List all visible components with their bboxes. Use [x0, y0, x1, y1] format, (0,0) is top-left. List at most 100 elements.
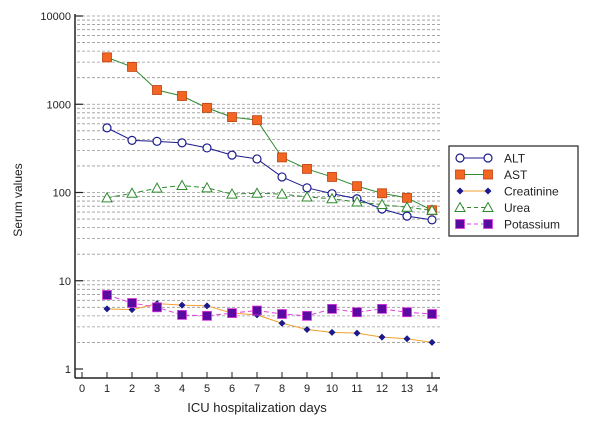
data-point: [402, 307, 412, 318]
data-point: [152, 85, 162, 95]
data-point: [277, 309, 287, 319]
data-point: [128, 306, 136, 314]
data-point: [252, 154, 262, 164]
data-point: [252, 305, 262, 316]
data-point: [301, 190, 313, 202]
data-point: [303, 326, 311, 334]
series-potassium: [102, 290, 437, 321]
x-tick-label: 2: [129, 383, 135, 395]
legend-label-alt: ALT: [504, 152, 526, 166]
x-tick-label: 1: [104, 383, 110, 395]
y-tick-label: 100: [53, 188, 71, 200]
data-point: [428, 338, 436, 346]
data-point: [403, 335, 411, 343]
data-point: [426, 204, 438, 215]
data-point: [302, 164, 312, 174]
data-point: [401, 201, 413, 212]
legend-marker: [456, 187, 464, 195]
data-point: [302, 310, 312, 321]
data-point: [127, 298, 137, 308]
data-point: [178, 301, 186, 309]
data-point: [327, 303, 337, 314]
data-point: [102, 290, 112, 300]
legend: ALT AST Creatinine Urea Potassium: [448, 145, 579, 237]
data-point: [152, 136, 162, 146]
x-tick-label: 8: [279, 383, 285, 395]
data-point: [103, 305, 111, 313]
data-point: [102, 123, 112, 133]
data-point: [227, 112, 237, 123]
data-point: [227, 150, 237, 160]
data-point: [202, 310, 212, 321]
data-point: [278, 319, 286, 327]
x-tick-label: 6: [229, 383, 235, 395]
data-point: [101, 191, 113, 203]
y-tick-label: 10: [59, 276, 71, 288]
data-point: [427, 215, 437, 225]
data-point: [152, 302, 162, 313]
data-point: [376, 198, 388, 210]
data-point: [277, 152, 287, 163]
x-tick-label: 3: [154, 383, 160, 395]
data-point: [251, 187, 263, 198]
legend-marker: [455, 153, 465, 163]
data-point: [176, 179, 188, 191]
data-point: [201, 181, 213, 193]
data-point: [227, 308, 237, 318]
legend-label-ast: AST: [504, 168, 528, 182]
data-point: [402, 211, 412, 221]
legend-marker: [483, 219, 493, 229]
legend-marker: [454, 201, 466, 212]
legend-marker: [483, 153, 493, 163]
data-point: [328, 328, 336, 336]
legend-label-creatinine: Creatinine: [504, 185, 559, 199]
data-point: [352, 307, 362, 318]
x-tick-label: 10: [326, 383, 338, 395]
y-tick-label: 1000: [47, 99, 71, 111]
series-urea: [101, 179, 438, 215]
data-point: [327, 172, 337, 182]
series-layer: [101, 52, 438, 346]
data-point: [126, 187, 138, 198]
legend-marker: [482, 201, 494, 212]
data-point: [177, 138, 187, 148]
data-point: [276, 188, 288, 199]
x-tick-label: 12: [376, 383, 388, 395]
data-point: [127, 135, 137, 145]
data-point: [377, 188, 387, 199]
y-axis-label: Serum values: [11, 163, 25, 236]
legend-label-urea: Urea: [504, 201, 530, 215]
y-tick-label: 10000: [40, 11, 71, 23]
data-point: [353, 329, 361, 337]
data-point: [177, 310, 187, 320]
y-tick-label: 1: [65, 364, 71, 376]
data-point: [252, 115, 262, 126]
x-tick-label: 13: [401, 383, 413, 395]
data-point: [326, 192, 338, 204]
data-point: [151, 182, 163, 193]
data-point: [351, 195, 363, 207]
series-line: [106, 185, 433, 211]
x-tick-label: 0: [79, 383, 85, 395]
data-point: [402, 192, 412, 203]
data-point: [302, 183, 312, 193]
legend-marker: [455, 219, 465, 229]
legend-marker: [455, 169, 465, 180]
legend-marker: [483, 169, 493, 180]
data-point: [378, 333, 386, 341]
x-tick-label: 9: [304, 383, 310, 395]
data-point: [102, 52, 112, 63]
x-axis-label: ICU hospitalization days: [187, 400, 327, 415]
legend-label-potassium: Potassium: [504, 218, 560, 232]
x-tick-label: 4: [179, 383, 185, 395]
data-point: [352, 181, 362, 192]
x-tick-label: 7: [254, 383, 260, 395]
data-point: [202, 102, 212, 113]
x-tick-label: 14: [426, 383, 438, 395]
x-tick-label: 5: [204, 383, 210, 395]
data-point: [127, 61, 137, 72]
data-point: [202, 143, 212, 153]
data-point: [177, 91, 187, 101]
